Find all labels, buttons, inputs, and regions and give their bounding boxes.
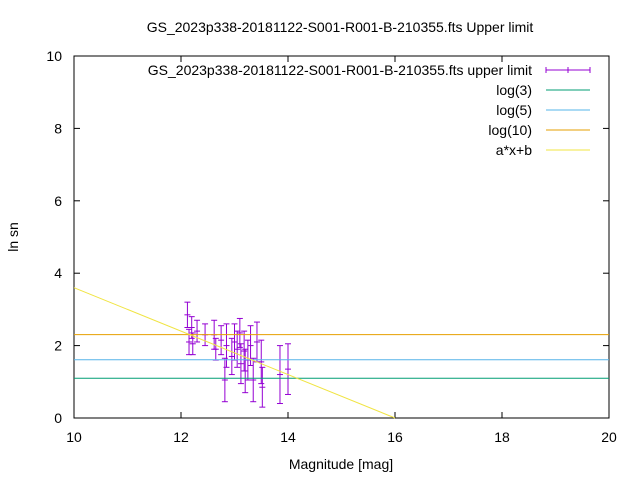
data-point: [189, 332, 196, 356]
x-tick-label: 14: [280, 429, 296, 445]
y-tick-label: 6: [54, 193, 62, 209]
legend-label: GS_2023p338-20181122-S001-R001-B-210355.…: [148, 62, 532, 78]
y-tick-label: 4: [54, 265, 62, 281]
y-axis-ticks: 0 2 4 6 8 10: [46, 48, 609, 426]
data-point: [241, 330, 248, 372]
data-point: [276, 345, 283, 405]
data-point: [242, 348, 249, 394]
data-point: [184, 301, 191, 328]
x-tick-label: 20: [601, 429, 617, 445]
legend-label: a*x+b: [496, 142, 532, 158]
data-point: [237, 343, 244, 385]
data-point: [218, 325, 225, 356]
y-tick-label: 2: [54, 338, 62, 354]
data-point: [258, 339, 265, 385]
x-axis-label: Magnitude [mag]: [289, 456, 393, 472]
legend-label: log(3): [496, 82, 532, 98]
data-point: [250, 357, 257, 403]
y-tick-label: 8: [54, 120, 62, 136]
x-axis-ticks: 10 12 14 16 18 20: [66, 56, 617, 445]
x-tick-label: 18: [494, 429, 510, 445]
x-tick-label: 12: [173, 429, 189, 445]
plot-frame: [73, 55, 610, 419]
legend: GS_2023p338-20181122-S001-R001-B-210355.…: [148, 62, 591, 158]
chart-title: GS_2023p338-20181122-S001-R001-B-210355.…: [147, 19, 534, 35]
legend-label: log(5): [496, 102, 532, 118]
x-tick-label: 10: [66, 429, 82, 445]
y-tick-label: 0: [54, 410, 62, 426]
data-point: [231, 323, 238, 361]
data-point: [234, 330, 241, 368]
x-tick-label: 16: [387, 429, 403, 445]
data-point: [236, 317, 243, 348]
legend-label: log(10): [488, 122, 532, 138]
data-point: [194, 319, 201, 343]
data-point: [228, 337, 235, 376]
plot-area: [73, 287, 609, 419]
data-point: [285, 343, 291, 395]
y-axis-label: ln sn: [5, 222, 21, 252]
y-tick-label: 10: [46, 48, 62, 64]
data-point: [253, 321, 260, 363]
data-point: [259, 366, 266, 408]
fit-line: [73, 287, 396, 419]
